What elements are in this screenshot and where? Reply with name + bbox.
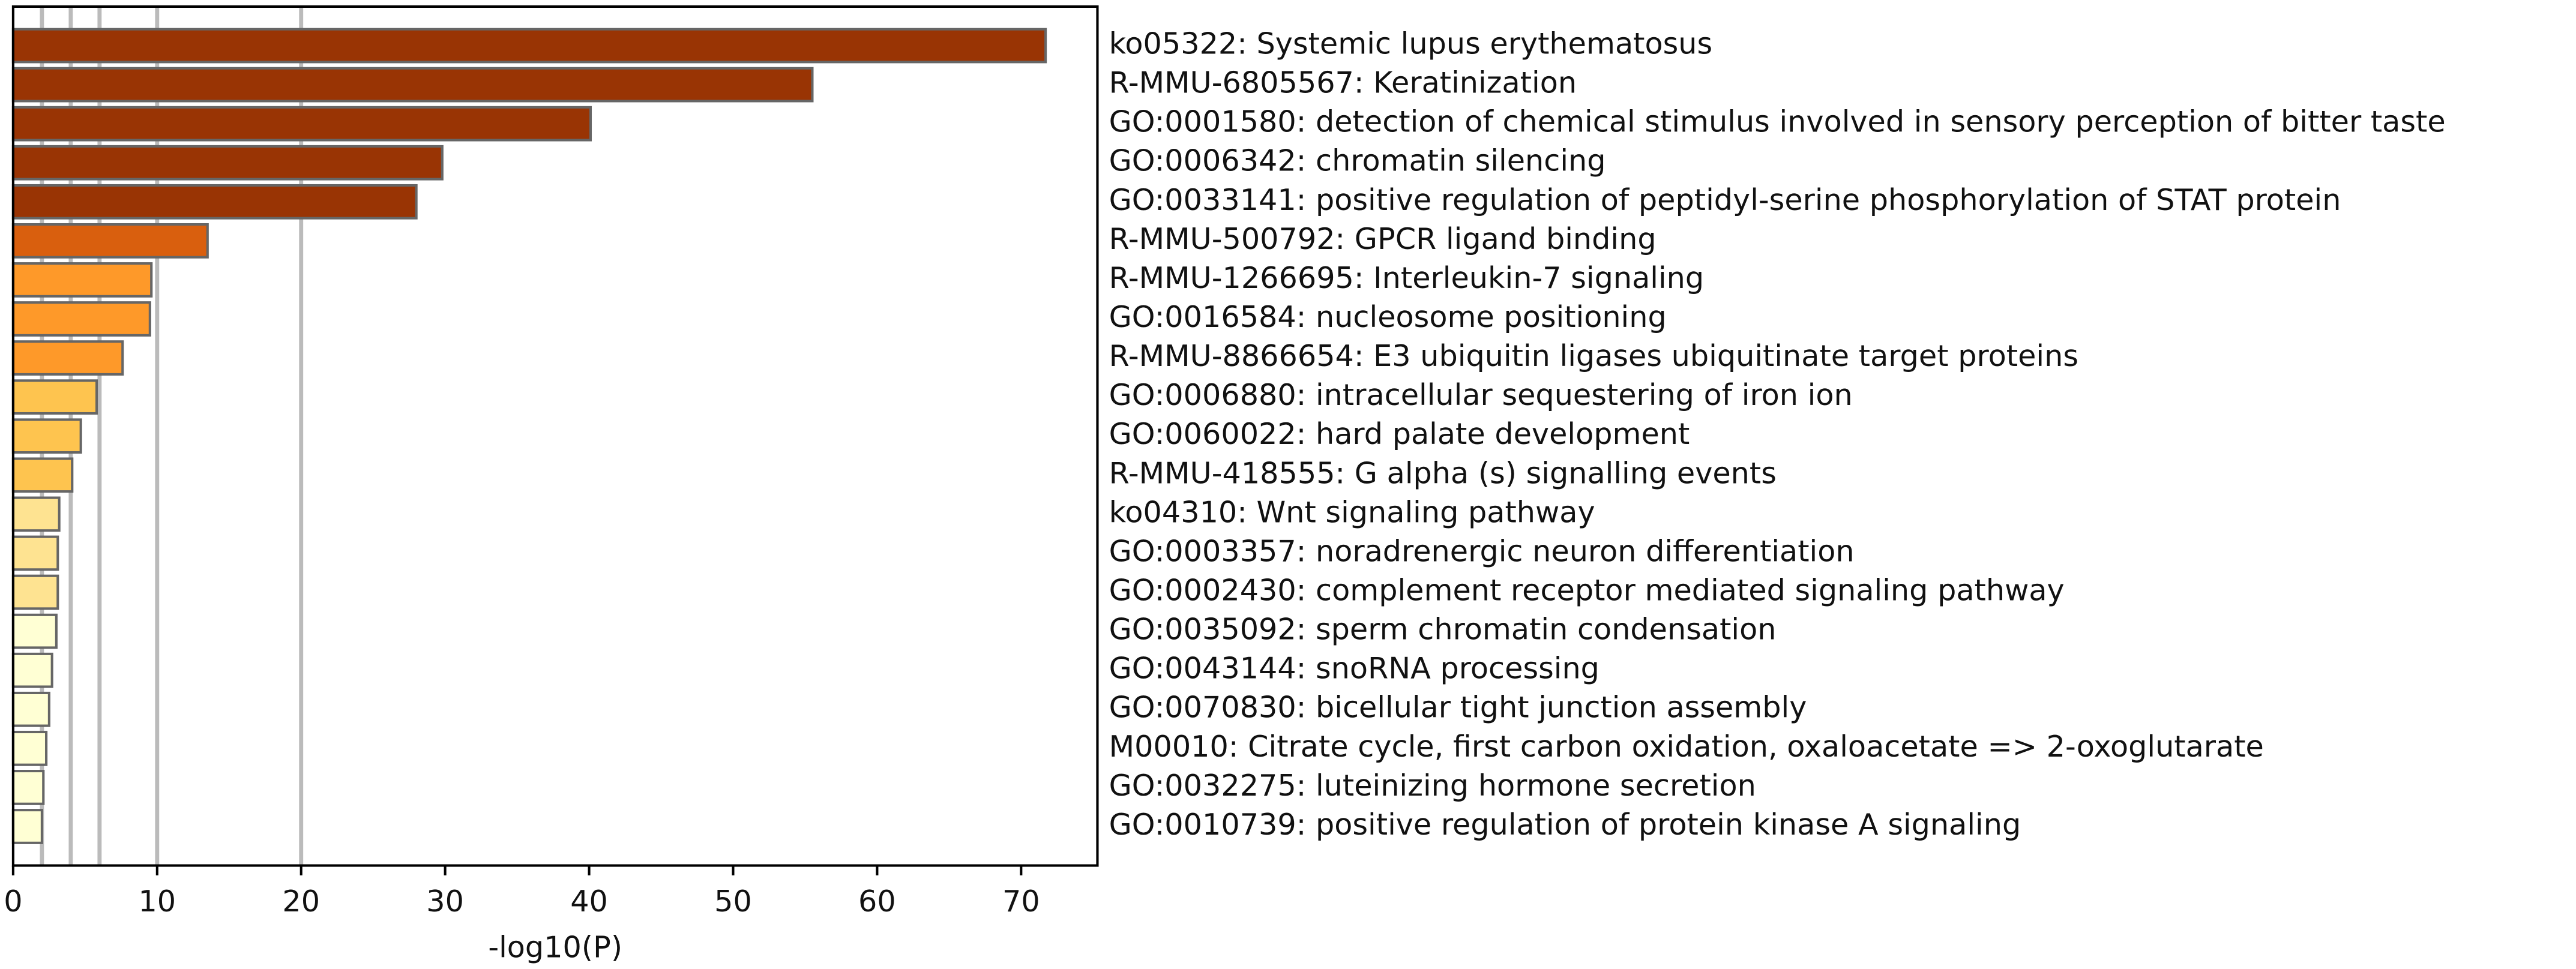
bar [11, 379, 98, 415]
category-label: GO:0033141: positive regulation of pepti… [1109, 182, 2341, 217]
bar [11, 106, 592, 142]
category-label: R-MMU-1266695: Interleukin-7 signaling [1109, 260, 1705, 295]
category-label: GO:0002430: complement receptor mediated… [1109, 573, 2065, 608]
x-tick-label: 0 [4, 884, 22, 919]
category-label: R-MMU-500792: GPCR ligand binding [1109, 221, 1657, 256]
category-label: R-MMU-418555: G alpha (s) signalling eve… [1109, 455, 1777, 490]
bar [11, 28, 1047, 64]
category-label: GO:0060022: hard palate development [1109, 416, 1690, 451]
bar [11, 652, 53, 688]
category-label: GO:0035092: sperm chromatin condensation [1109, 612, 1777, 647]
plot-frame [11, 5, 1099, 867]
bar [11, 496, 61, 532]
x-tick-label: 30 [426, 884, 464, 919]
bar [11, 418, 82, 454]
bar [11, 457, 74, 493]
x-tick-label: 50 [714, 884, 752, 919]
bar [11, 730, 48, 766]
bar [11, 809, 43, 844]
category-label: ko05322: Systemic lupus erythematosus [1109, 26, 1713, 61]
category-label: GO:0006880: intracellular sequestering o… [1109, 377, 1853, 412]
category-label: GO:0010739: positive regulation of prote… [1109, 807, 2021, 842]
x-tick-label: 60 [858, 884, 896, 919]
category-label: ko04310: Wnt signaling pathway [1109, 494, 1595, 529]
bar [11, 770, 45, 805]
category-label: GO:0003357: noradrenergic neuron differe… [1109, 533, 1855, 568]
x-tick-label: 20 [282, 884, 320, 919]
category-label: GO:0032275: luteinizing hormone secretio… [1109, 768, 1756, 803]
bar [11, 184, 418, 220]
bar [11, 574, 59, 610]
category-label: M00010: Citrate cycle, first carbon oxid… [1109, 729, 2264, 764]
bar [11, 613, 58, 649]
bar [11, 691, 50, 727]
x-axis-label: -log10(P) [488, 930, 622, 965]
bar [11, 340, 124, 376]
category-label: GO:0006342: chromatin silencing [1109, 143, 1606, 178]
bar [11, 145, 444, 181]
bar [11, 67, 814, 103]
category-label: GO:0016584: nucleosome positioning [1109, 299, 1667, 334]
category-label: GO:0043144: snoRNA processing [1109, 651, 1599, 686]
category-label: R-MMU-6805567: Keratinization [1109, 65, 1577, 100]
bar [11, 301, 151, 337]
bar [11, 262, 153, 298]
category-label: R-MMU-8866654: E3 ubiquitin ligases ubiq… [1109, 338, 2078, 373]
bar [11, 223, 209, 259]
category-label: GO:0001580: detection of chemical stimul… [1109, 104, 2446, 139]
x-tick-label: 70 [1002, 884, 1040, 919]
bar [11, 535, 59, 571]
x-tick-label: 10 [138, 884, 176, 919]
category-label: GO:0070830: bicellular tight junction as… [1109, 690, 1807, 725]
x-tick-label: 40 [570, 884, 608, 919]
